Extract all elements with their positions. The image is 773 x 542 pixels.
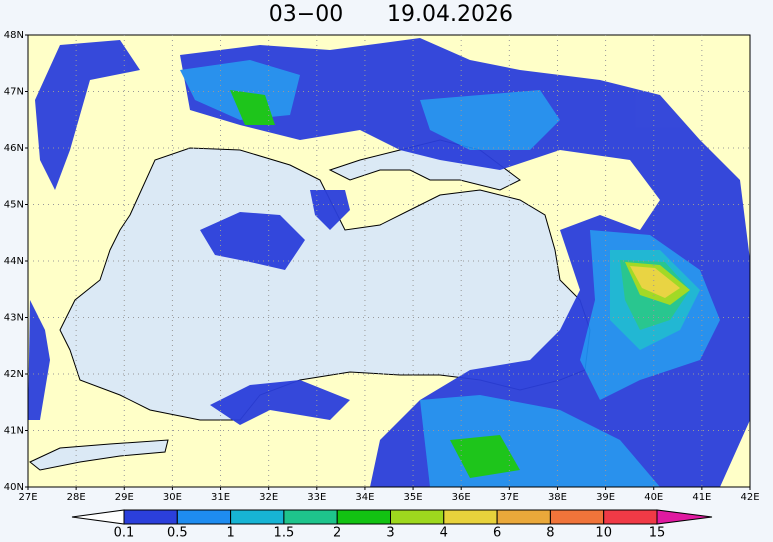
lat-label: 47N — [4, 87, 24, 98]
lon-label: 31E — [211, 492, 230, 503]
lon-label: 38E — [548, 492, 567, 503]
colorbar-box — [549, 509, 605, 525]
colorbar-box — [496, 509, 551, 525]
lat-label: 41N — [4, 426, 24, 437]
colorbar-label: 0.5 — [167, 526, 188, 541]
colorbar-label: 2 — [333, 526, 341, 541]
lon-label: 41E — [692, 492, 711, 503]
colorbar-label: 10 — [595, 526, 612, 541]
colorbar-label: 3 — [386, 526, 394, 541]
sea-of-marmara — [29, 439, 169, 471]
colorbar-label: 1 — [226, 526, 234, 541]
lon-label: 35E — [404, 492, 423, 503]
colorbar-label: 15 — [649, 526, 666, 541]
colorbar-box — [176, 509, 232, 525]
colorbar-label: 6 — [493, 526, 501, 541]
lon-label: 33E — [307, 492, 326, 503]
lon-label: 37E — [500, 492, 519, 503]
lon-label: 34E — [355, 492, 374, 503]
colorbar-box — [336, 509, 392, 525]
colorbar: 0.1 0.5 1 1.5 2 3 4 6 8 10 15 — [71, 509, 713, 541]
map — [27, 34, 751, 488]
lon-label: 27E — [18, 492, 37, 503]
lat-label: 44N — [4, 256, 24, 267]
precipitation — [28, 38, 750, 487]
colorbar-box — [390, 509, 445, 525]
colorbar-box — [443, 509, 498, 525]
lat-label: 43N — [4, 313, 24, 324]
lon-label: 40E — [644, 492, 663, 503]
lon-label: 30E — [163, 492, 182, 503]
colorbar-label: 1.5 — [274, 526, 295, 541]
colorbar-box — [123, 509, 178, 525]
forecast-time: 03−00 — [269, 2, 343, 27]
forecast-date: 19.04.2026 — [387, 2, 513, 27]
lat-label: 48N — [4, 30, 24, 41]
lat-label: 46N — [4, 143, 24, 154]
colorbar-end — [656, 509, 713, 525]
lat-label: 40N — [4, 482, 24, 493]
lat-label: 45N — [4, 200, 24, 211]
lon-label: 28E — [67, 492, 86, 503]
lon-label: 36E — [452, 492, 471, 503]
colorbar-end — [71, 509, 125, 525]
colorbar-box — [603, 509, 658, 525]
lat-label: 42N — [4, 369, 24, 380]
colorbar-label: 4 — [440, 526, 448, 541]
lon-label: 39E — [596, 492, 615, 503]
colorbar-label: 8 — [546, 526, 554, 541]
lon-label: 32E — [259, 492, 278, 503]
colorbar-label: 0.1 — [114, 526, 135, 541]
colorbar-box — [230, 509, 285, 525]
lon-label: 42E — [740, 492, 759, 503]
colorbar-box — [283, 509, 338, 525]
lon-label: 29E — [115, 492, 134, 503]
